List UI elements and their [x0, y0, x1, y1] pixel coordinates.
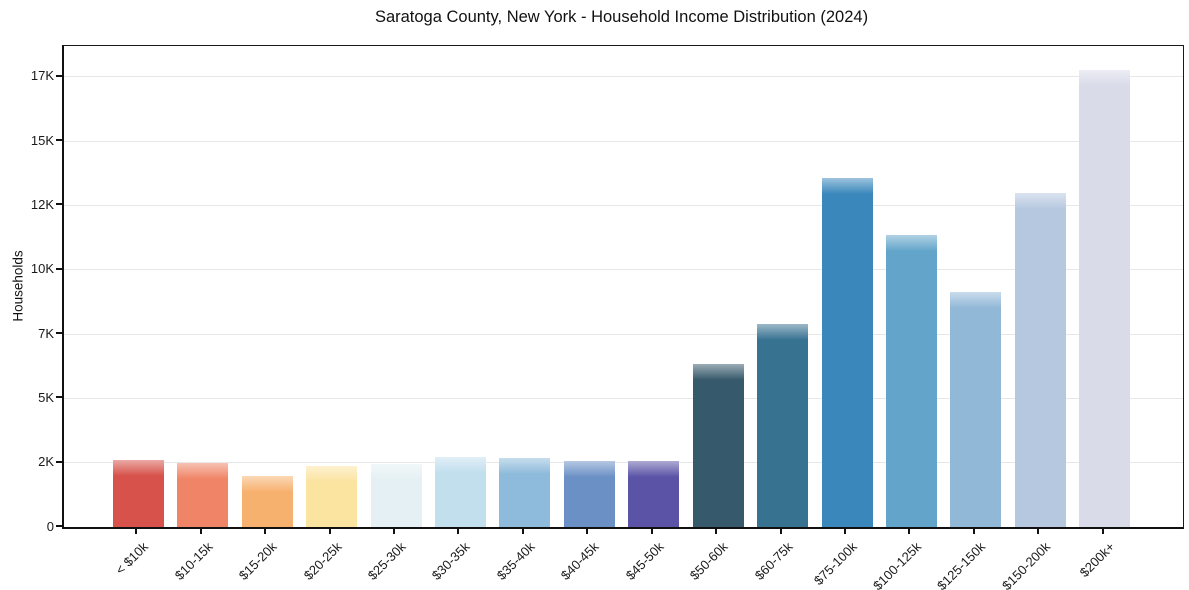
x-tick-mark-$10-15k: [199, 528, 202, 534]
x-tick-mark-$100-125k: [908, 528, 911, 534]
gridline-12K: [64, 204, 1183, 206]
x-tick-label-$25-30k: $25-30k: [364, 539, 409, 583]
bar-$100-125k: [885, 235, 937, 527]
x-tick-label-$30-35k: $30-35k: [429, 539, 474, 583]
x-tick-label-$150-200k: $150-200k: [998, 539, 1053, 590]
x-tick-mark-$75-100k: [844, 528, 847, 534]
x-tick-mark-$50-60k: [715, 528, 718, 534]
bar-$45-50k: [628, 461, 680, 527]
x-tick-mark-$45-50k: [650, 528, 653, 534]
y-tick-mark-5K: [56, 396, 62, 399]
x-tick-mark-< $10k: [135, 528, 138, 534]
bar-$125-150k: [950, 291, 1002, 527]
bar-$60-75k: [757, 323, 809, 527]
bar-< $10k: [112, 460, 164, 527]
bar-$150-200k: [1014, 192, 1066, 527]
x-tick-label-$15-20k: $15-20k: [235, 539, 280, 583]
y-tick-mark-15K: [56, 139, 62, 142]
y-tick-mark-0: [56, 525, 62, 527]
gridline-2K: [64, 462, 1183, 464]
x-tick-mark-$200k+: [1101, 528, 1104, 534]
gridline-5K: [64, 397, 1183, 399]
bar-$25-30k: [370, 463, 422, 527]
bar-$15-20k: [241, 475, 293, 527]
x-tick-label-$20-25k: $20-25k: [300, 539, 345, 583]
bar-$35-40k: [499, 458, 551, 527]
x-tick-label-$35-40k: $35-40k: [493, 539, 538, 583]
x-tick-mark-$30-35k: [457, 528, 460, 534]
x-tick-label-$100-125k: $100-125k: [869, 539, 925, 590]
x-tick-label-$50-60k: $50-60k: [686, 539, 731, 583]
x-tick-mark-$20-25k: [328, 528, 331, 534]
x-tick-label-$75-100k: $75-100k: [810, 539, 860, 588]
x-tick-label-$45-50k: $45-50k: [622, 539, 667, 583]
x-tick-mark-$60-75k: [779, 528, 782, 534]
x-tick-label-$125-150k: $125-150k: [934, 539, 989, 590]
y-tick-label-7K: 7K: [38, 325, 54, 341]
x-tick-label-$60-75k: $60-75k: [751, 539, 796, 583]
y-tick-mark-7K: [56, 332, 62, 335]
bar-$75-100k: [821, 178, 873, 527]
x-tick-mark-$150-200k: [1037, 528, 1040, 534]
bar-$20-25k: [306, 466, 358, 527]
y-tick-mark-12K: [56, 203, 62, 206]
gridline-15K: [64, 140, 1183, 142]
bar-$30-35k: [434, 456, 486, 527]
y-tick-mark-10K: [56, 267, 62, 270]
plot-area: [62, 45, 1184, 529]
x-tick-mark-$35-40k: [521, 528, 524, 534]
y-tick-label-10K: 10K: [30, 261, 54, 277]
x-tick-label-$10-15k: $10-15k: [171, 539, 216, 583]
y-tick-label-12K: 12K: [30, 196, 54, 212]
bar-$200k+: [1079, 70, 1131, 527]
y-tick-label-0: 0: [46, 518, 54, 534]
x-tick-label-< $10k: < $10k: [112, 539, 151, 578]
y-tick-label-2K: 2K: [38, 454, 54, 470]
chart-title: Saratoga County, New York - Household In…: [374, 8, 869, 26]
x-tick-mark-$40-45k: [586, 528, 589, 534]
x-tick-label-$200k+: $200k+: [1076, 539, 1118, 581]
y-tick-label-17K: 17K: [30, 68, 54, 84]
gridline-17K: [64, 76, 1183, 78]
x-tick-mark-$15-20k: [264, 528, 267, 534]
y-tick-label-15K: 15K: [30, 132, 54, 148]
y-tick-label-5K: 5K: [38, 389, 54, 405]
x-tick-mark-$25-30k: [393, 528, 396, 534]
y-tick-mark-2K: [56, 460, 62, 463]
gridline-10K: [64, 269, 1183, 271]
x-tick-mark-$125-150k: [972, 528, 975, 534]
x-tick-label-$40-45k: $40-45k: [558, 539, 602, 583]
bar-$50-60k: [692, 363, 744, 527]
gridline-7K: [64, 333, 1183, 335]
bar-$10-15k: [177, 463, 229, 527]
y-tick-mark-17K: [56, 74, 62, 77]
bar-$40-45k: [563, 460, 615, 527]
